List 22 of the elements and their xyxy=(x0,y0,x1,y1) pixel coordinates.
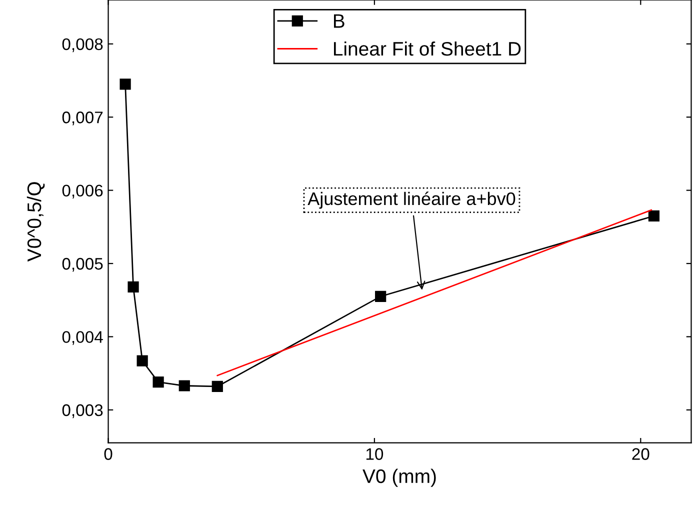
point xyxy=(136,355,148,366)
point xyxy=(212,380,223,392)
point xyxy=(128,281,139,292)
annotation: Ajustement linéaire a+bv0 xyxy=(308,192,516,209)
y-tick-label: 0,004 xyxy=(62,331,103,345)
x-tick-label: 10 xyxy=(366,448,384,460)
x-tick-label: 0 xyxy=(104,448,112,460)
y-tick-label: 0,003 xyxy=(62,404,103,418)
y-tick-label: 0,008 xyxy=(62,38,103,52)
y-tick-label: 0,007 xyxy=(62,112,103,126)
legend-label: Linear Fit of Sheet1 D xyxy=(334,41,521,56)
point xyxy=(178,380,190,392)
y-tick-label: 0,006 xyxy=(62,184,103,198)
point xyxy=(120,78,131,90)
legend-label: B xyxy=(334,14,344,28)
y-axis-title: V0^0,5/Q xyxy=(26,182,45,262)
point xyxy=(648,210,660,222)
x-axis-title: V0 (mm) xyxy=(362,468,436,487)
y-tick-label: 0,005 xyxy=(62,258,103,272)
point xyxy=(152,376,164,388)
x-tick-label: 20 xyxy=(632,448,650,460)
point xyxy=(375,290,386,302)
